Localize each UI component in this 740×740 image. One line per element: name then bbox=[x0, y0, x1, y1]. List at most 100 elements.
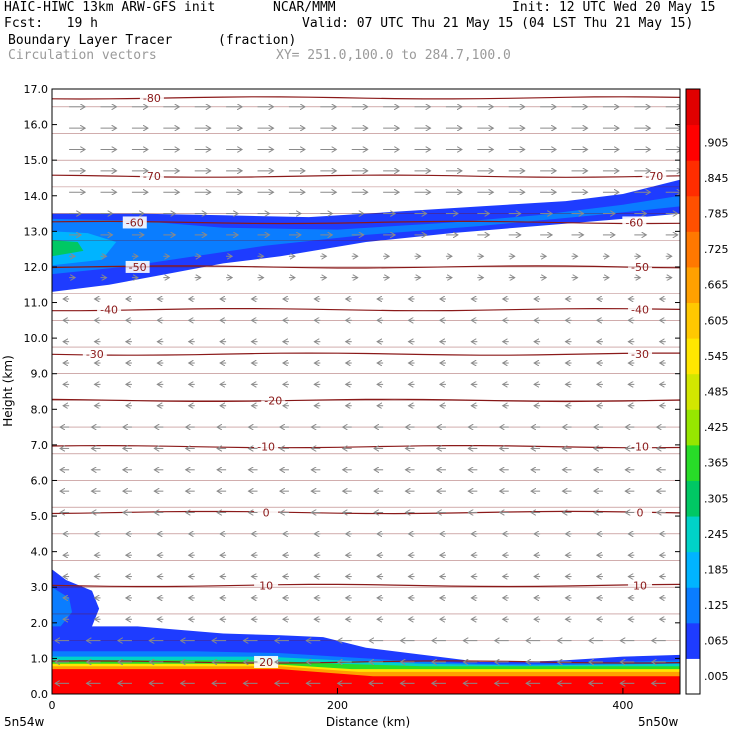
isotherm-label-bg bbox=[628, 440, 653, 453]
isotherm-line bbox=[52, 220, 680, 225]
colorbar-label: .005 bbox=[704, 670, 729, 683]
colorbar-label: .425 bbox=[704, 421, 729, 434]
circulation-vectors bbox=[55, 107, 680, 684]
upper-tracer-inner bbox=[52, 231, 117, 266]
y-tick-label: 10.0 bbox=[24, 332, 49, 345]
tracer-fill bbox=[52, 179, 680, 694]
colorbar-label: .365 bbox=[704, 457, 729, 470]
isotherm-label-bg bbox=[628, 348, 653, 361]
isotherm-line bbox=[52, 398, 680, 403]
colorbar-swatch bbox=[686, 587, 700, 624]
boundary-layer-core bbox=[52, 669, 680, 694]
plot-frame bbox=[51, 88, 681, 695]
colorbar-label: .485 bbox=[704, 386, 729, 399]
colorbar-swatch bbox=[686, 231, 700, 268]
colorbar-label: .545 bbox=[704, 350, 729, 363]
isotherm-label: 10 bbox=[633, 579, 647, 592]
field-units: (fraction) bbox=[218, 33, 297, 48]
colorbar-swatch bbox=[686, 160, 700, 197]
isotherm-line bbox=[52, 583, 680, 588]
isotherm-label: 20 bbox=[259, 656, 273, 669]
colorbar-label: .245 bbox=[704, 528, 729, 541]
left-tracer-blob bbox=[52, 569, 100, 645]
isotherm-label: -70 bbox=[143, 170, 161, 183]
isotherm-label-bg bbox=[254, 506, 279, 519]
upper-tracer-band bbox=[52, 179, 680, 292]
isotherm-label-bg bbox=[628, 303, 653, 316]
isotherm-label: -40 bbox=[100, 304, 118, 317]
colorbar-swatch bbox=[686, 480, 700, 517]
isotherm-label-bg bbox=[622, 216, 647, 229]
colorbar-label: .665 bbox=[704, 279, 729, 292]
colorbar-label: .125 bbox=[704, 599, 729, 612]
y-tick-label: 15.0 bbox=[24, 154, 49, 167]
isotherm-label: -70 bbox=[645, 170, 663, 183]
isotherm-label-bg bbox=[628, 506, 653, 519]
colorbar: .005 .065 .125 .185 .245 .305 .365 .425 .485 .545… bbox=[685, 88, 729, 695]
isotherm-label: -50 bbox=[631, 261, 649, 274]
y-tick-label: 7.0 bbox=[31, 439, 49, 452]
isotherm-label: -50 bbox=[129, 261, 147, 274]
y-tick-label: 8.0 bbox=[31, 403, 49, 416]
isotherm-label: 0 bbox=[637, 507, 644, 520]
isotherm-label-bg bbox=[122, 216, 147, 229]
isotherm-label: -30 bbox=[86, 348, 104, 361]
colorbar-swatch bbox=[686, 622, 700, 659]
isotherm-label: -20 bbox=[264, 394, 282, 407]
colorbar-label: .605 bbox=[704, 314, 729, 327]
isotherm-label-bg bbox=[254, 579, 279, 592]
isotherm-label-bg bbox=[254, 440, 279, 453]
isotherm-label: 10 bbox=[259, 579, 273, 592]
y-axis-title: Height (km) bbox=[1, 355, 15, 426]
y-tick-label: 3.0 bbox=[31, 581, 49, 594]
colorbar-label: .305 bbox=[704, 492, 729, 505]
isotherm-label: -30 bbox=[631, 348, 649, 361]
isotherm-label: -60 bbox=[126, 216, 144, 229]
axes: 0.0 1.0 2.0 3.0 4.0 5.0 6.0 7.0 8.0 9.0 10.0 11.0 12… bbox=[24, 83, 680, 712]
x-axis-title: Distance (km) bbox=[326, 715, 410, 729]
y-tick-label: 13.0 bbox=[24, 225, 49, 238]
field-name: Boundary Layer Tracer bbox=[8, 33, 173, 48]
colorbar-label: .185 bbox=[704, 563, 729, 576]
isotherm-label: -60 bbox=[625, 216, 643, 229]
cross-section-endpoints: XY= 251.0,100.0 to 284.7,100.0 bbox=[276, 48, 511, 63]
isotherm-label-bg bbox=[97, 303, 122, 316]
colorbar-swatch bbox=[686, 551, 700, 588]
colorbar-swatch bbox=[686, 658, 700, 695]
vector-label: Circulation vectors bbox=[8, 48, 157, 63]
colorbar-swatch bbox=[686, 409, 700, 446]
colorbar-frame bbox=[685, 88, 701, 695]
x-tick-label: 0 bbox=[49, 699, 56, 712]
y-tick-label: 9.0 bbox=[31, 368, 49, 381]
colorbar-swatch bbox=[686, 444, 700, 481]
colorbar-swatch bbox=[686, 89, 700, 126]
x-end-label: 5n50w bbox=[638, 715, 679, 729]
isotherm-label-bg bbox=[254, 655, 279, 668]
x-start-label: 5n54w bbox=[4, 715, 45, 729]
colorbar-label: .905 bbox=[704, 136, 729, 149]
temperature-contours: 20 10 10 0 0 -10 -10 -20 -30 -30 -40 -40 -50 -50 -60 -6… bbox=[52, 91, 680, 669]
isotherm-label: -10 bbox=[257, 441, 275, 454]
y-tick-label: 5.0 bbox=[31, 510, 49, 523]
colorbar-label: .725 bbox=[704, 243, 729, 256]
colorbar-label: .065 bbox=[704, 635, 729, 648]
colorbar-swatch bbox=[686, 266, 700, 304]
y-tick-label: 2.0 bbox=[31, 617, 49, 630]
isotherm-line bbox=[52, 352, 680, 356]
org-label: NCAR/MMM bbox=[273, 0, 336, 15]
y-tick-label: 6.0 bbox=[31, 474, 49, 487]
forecast-hour: Fcst: 19 h bbox=[4, 16, 98, 31]
x-tick-label: 400 bbox=[612, 699, 633, 712]
isotherm-label: -10 bbox=[631, 441, 649, 454]
y-tick-label: 4.0 bbox=[31, 546, 49, 559]
init-time: Init: 12 UTC Wed 20 May 15 bbox=[512, 0, 716, 15]
isotherm-line bbox=[52, 307, 680, 312]
x-tick-label: 200 bbox=[327, 699, 348, 712]
isotherm-label: 0 bbox=[263, 507, 270, 520]
model-title: HAIC-HIWC 13km ARW-GFS init bbox=[4, 0, 216, 15]
y-tick-label: 0.0 bbox=[31, 688, 49, 701]
isotherm-label-bg bbox=[139, 91, 164, 104]
colorbar-swatch bbox=[686, 516, 700, 553]
colorbar-swatch bbox=[686, 338, 700, 375]
